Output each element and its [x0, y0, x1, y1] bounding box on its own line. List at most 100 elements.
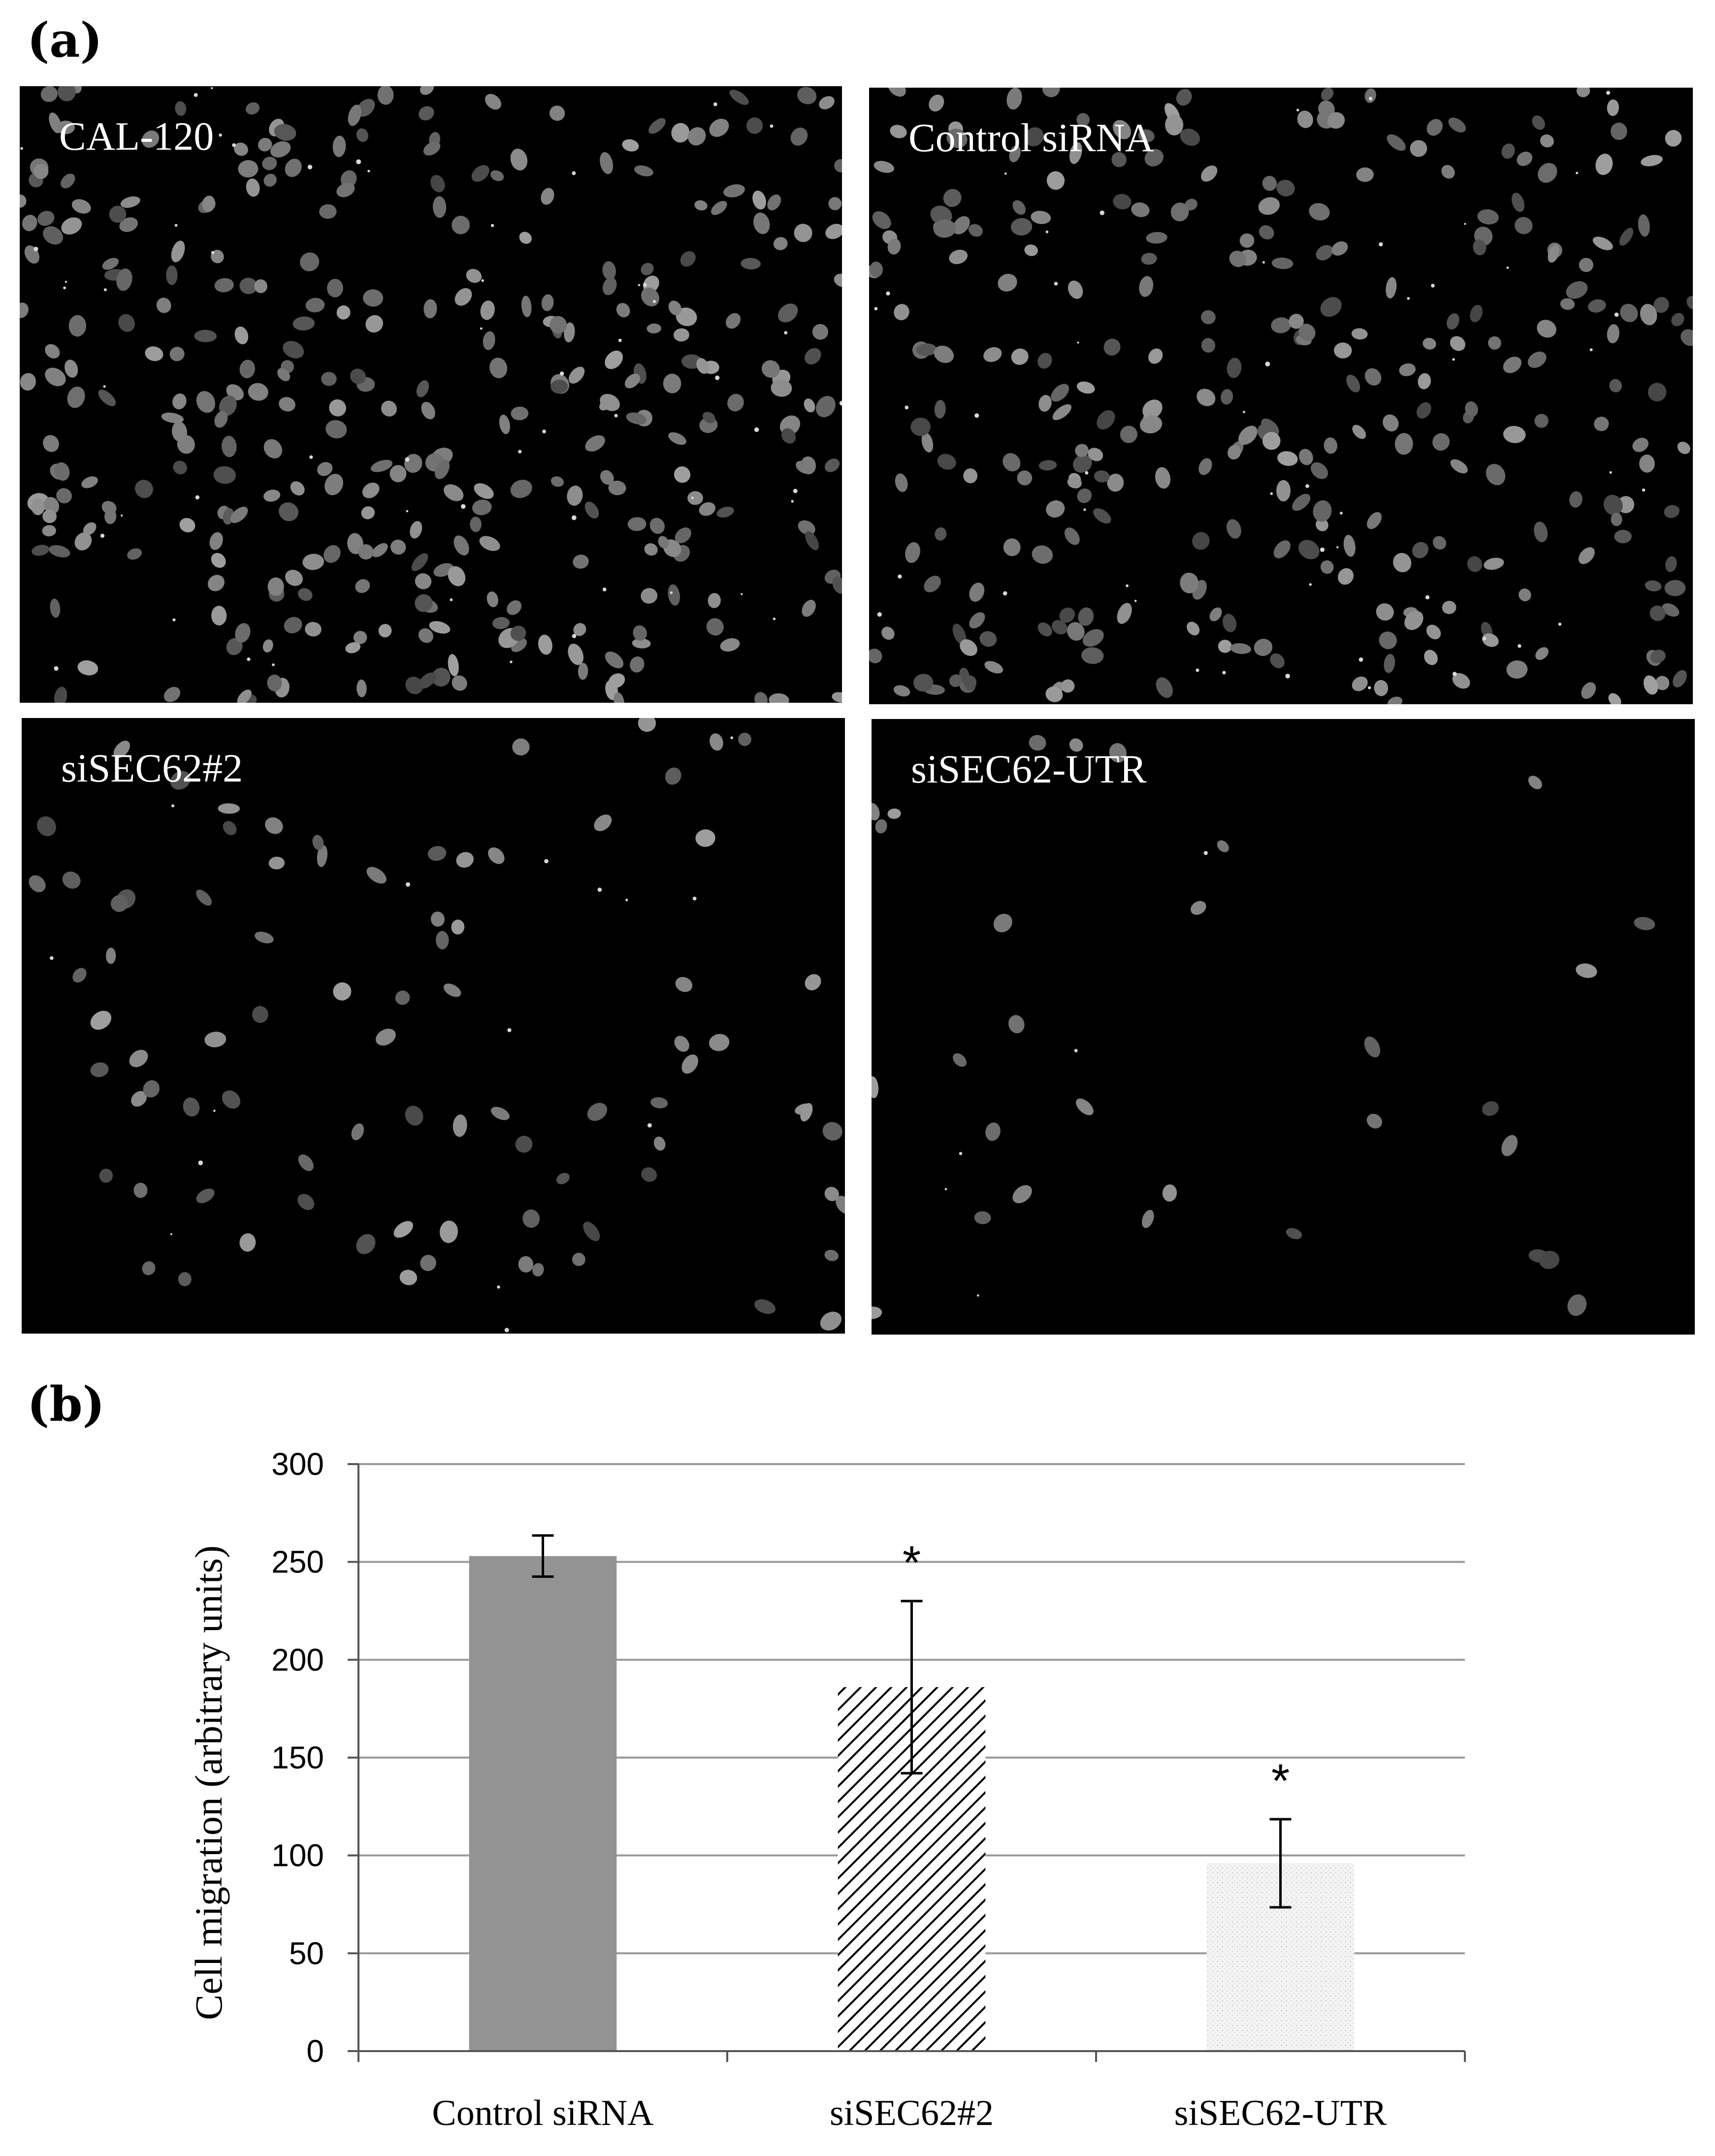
cell-nucleus — [454, 288, 472, 306]
cell-nucleus — [1009, 145, 1021, 163]
cell-nucleus — [298, 588, 313, 601]
cell-nucleus — [490, 170, 504, 181]
cell-nucleus — [1470, 304, 1483, 323]
cell-nucleus — [653, 1136, 666, 1151]
bars: ** — [469, 1534, 1355, 2051]
bright-speck — [1359, 657, 1363, 662]
cell-nucleus — [594, 815, 612, 831]
cell-nucleus — [436, 931, 449, 949]
cell-nucleus — [573, 555, 589, 569]
cell-nucleus — [605, 652, 624, 669]
cell-nucleus — [1384, 653, 1395, 673]
cell-nucleus — [1665, 556, 1677, 572]
cell-nucleus — [510, 625, 526, 641]
cell-nucleus — [624, 373, 640, 389]
cell-nucleus — [1277, 451, 1298, 466]
cell-nucleus — [600, 152, 614, 174]
cell-nucleus — [913, 674, 934, 692]
cell-nucleus — [1566, 281, 1588, 299]
bright-speck — [905, 405, 909, 410]
cell-nucleus — [1450, 459, 1468, 474]
cell-nucleus — [173, 460, 187, 475]
cell-nucleus — [317, 845, 328, 867]
cell-nucleus — [1259, 225, 1274, 240]
cell-nucleus — [1276, 480, 1291, 502]
bright-speck — [461, 504, 466, 509]
cell-nucleus — [1229, 251, 1246, 267]
cell-nucleus — [267, 577, 284, 596]
cell-nucleus — [1218, 640, 1232, 653]
bright-speck — [544, 859, 549, 863]
cell-nucleus — [969, 612, 985, 629]
cell-nucleus — [300, 252, 320, 271]
cell-nucleus — [74, 532, 92, 551]
cell-nucleus — [24, 245, 39, 264]
cell-nucleus — [1665, 130, 1682, 147]
bright-speck — [171, 804, 175, 808]
cell-nucleus — [1261, 418, 1279, 436]
cell-nucleus — [824, 458, 840, 472]
cell-nucleus — [171, 240, 185, 262]
cell-nucleus — [695, 829, 715, 847]
cell-nucleus — [1452, 673, 1470, 689]
cell-nucleus — [1069, 738, 1083, 752]
bright-speck — [481, 279, 484, 282]
cell-nucleus — [109, 205, 127, 223]
cell-nucleus — [1528, 776, 1542, 789]
cell-nucleus — [819, 96, 835, 110]
cell-nucleus — [964, 675, 977, 691]
cell-nucleus — [870, 261, 883, 277]
cell-nucleus — [585, 435, 605, 452]
cell-nucleus — [1313, 500, 1332, 522]
cell-nucleus — [1648, 383, 1667, 402]
cell-nucleus — [687, 491, 703, 505]
cell-nucleus — [365, 315, 383, 333]
y-tick-label: 0 — [306, 2033, 324, 2069]
cell-nucleus — [57, 120, 75, 134]
bright-speck — [247, 657, 251, 661]
cell-nucleus — [1653, 296, 1669, 313]
bright-speck — [309, 455, 313, 459]
cell-nucleus — [572, 1252, 585, 1266]
cell-nucleus — [453, 535, 469, 555]
bright-speck — [1083, 508, 1086, 511]
cell-nucleus — [1142, 399, 1163, 419]
cell-nucleus — [42, 525, 56, 537]
bright-speck — [652, 300, 656, 303]
cell-nucleus — [929, 95, 944, 112]
cell-nucleus — [1352, 425, 1366, 439]
cell-nucleus — [127, 548, 142, 560]
bright-speck — [211, 251, 215, 255]
cell-nucleus — [381, 400, 397, 417]
cell-nucleus — [356, 679, 367, 697]
cell-nucleus — [325, 420, 347, 439]
bright-speck — [1320, 547, 1325, 552]
cell-nucleus — [522, 1209, 540, 1228]
cell-nucleus — [1076, 381, 1095, 394]
bright-speck — [1518, 644, 1521, 648]
bright-speck — [1100, 210, 1104, 215]
cell-nucleus — [1139, 276, 1154, 297]
bright-speck — [560, 371, 564, 376]
cell-nucleus — [1258, 197, 1280, 215]
bright-speck — [195, 495, 200, 500]
cell-nucleus — [1197, 389, 1216, 406]
cell-nucleus — [223, 821, 237, 835]
cell-nucleus — [671, 123, 690, 143]
bright-speck — [770, 124, 774, 128]
bright-speck — [1265, 361, 1270, 367]
cell-nucleus — [366, 867, 387, 884]
cell-nucleus — [1311, 462, 1328, 479]
bright-speck — [1340, 512, 1343, 515]
cell-nucleus — [254, 279, 267, 294]
bright-speck — [691, 496, 694, 499]
cell-nucleus — [550, 476, 564, 487]
cell-nucleus — [815, 395, 836, 418]
cell-nucleus — [222, 1090, 241, 1109]
cell-nucleus — [439, 1220, 458, 1243]
cell-nucleus — [429, 621, 451, 634]
bright-speck — [597, 887, 602, 892]
cell-nucleus — [1632, 437, 1649, 452]
cell-nucleus — [49, 545, 70, 557]
cell-nucleus — [1655, 676, 1670, 690]
